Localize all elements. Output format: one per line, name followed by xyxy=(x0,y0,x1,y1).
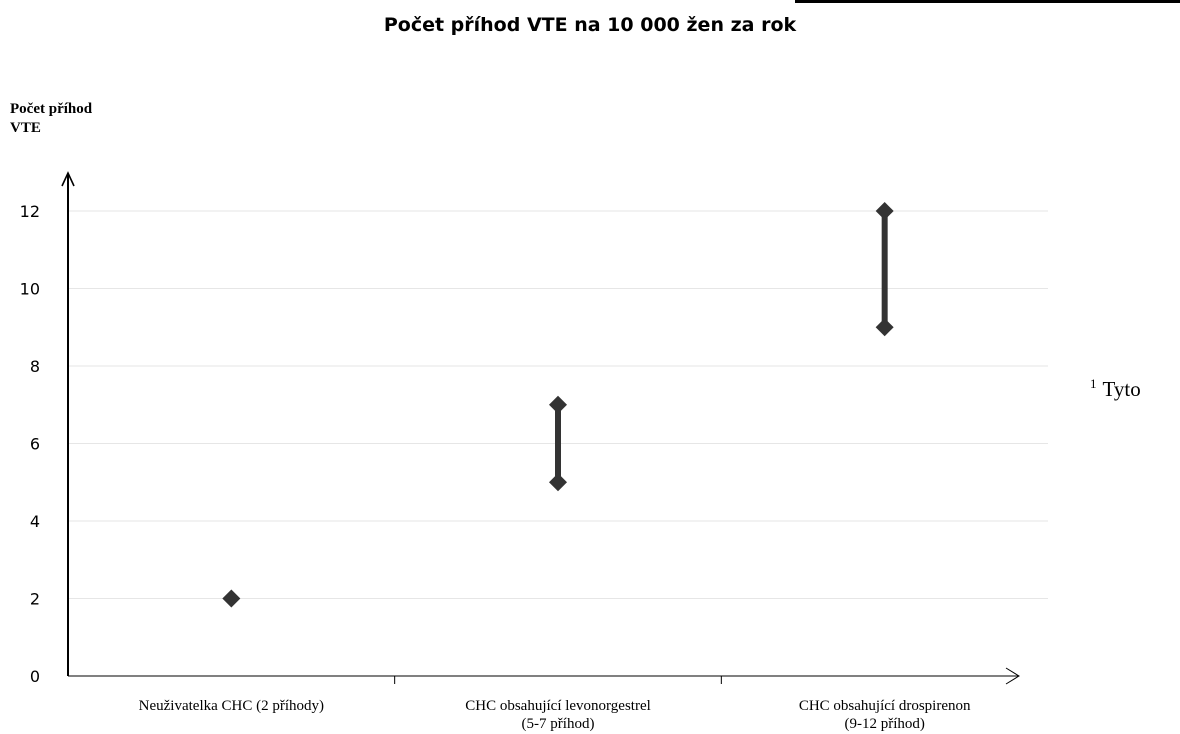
y-tick-label: 2 xyxy=(30,590,40,609)
y-tick-label: 4 xyxy=(30,512,40,531)
y-axis-label-line-1: Počet příhod xyxy=(10,101,93,117)
y-axis-label-line-2: VTE xyxy=(10,120,41,136)
y-tick-label: 12 xyxy=(20,202,40,221)
x-category-label: CHC obsahující levonorgestrel xyxy=(465,698,651,714)
y-tick-label: 0 xyxy=(30,667,40,686)
y-tick-label: 6 xyxy=(30,435,40,454)
range-high-marker xyxy=(549,395,567,414)
y-tick-label: 8 xyxy=(30,357,40,376)
side-note-text: Tyto xyxy=(1102,377,1141,401)
x-category-label: CHC obsahující drospirenon xyxy=(799,698,971,714)
x-category-label: (9-12 příhod) xyxy=(844,716,924,732)
chart-title: Počet příhod VTE na 10 000 žen za rok xyxy=(383,14,797,36)
range-high-marker xyxy=(875,202,894,220)
footnote-marker: 1 xyxy=(1090,376,1097,391)
top-rule xyxy=(795,0,1180,3)
side-note: 1 Tyto xyxy=(1090,376,1141,402)
range-low-marker xyxy=(549,473,567,492)
y-axis-arrow xyxy=(61,171,75,187)
x-category-label: Neuživatelka CHC (2 příhody) xyxy=(139,698,324,714)
y-axis-label: Počet příhod VTE xyxy=(10,100,92,138)
x-category-label: (5-7 příhod) xyxy=(522,716,595,732)
x-axis-arrow xyxy=(1005,667,1020,685)
range-low-marker xyxy=(222,589,241,608)
y-tick-label: 10 xyxy=(20,280,40,299)
range-low-marker xyxy=(875,318,894,337)
